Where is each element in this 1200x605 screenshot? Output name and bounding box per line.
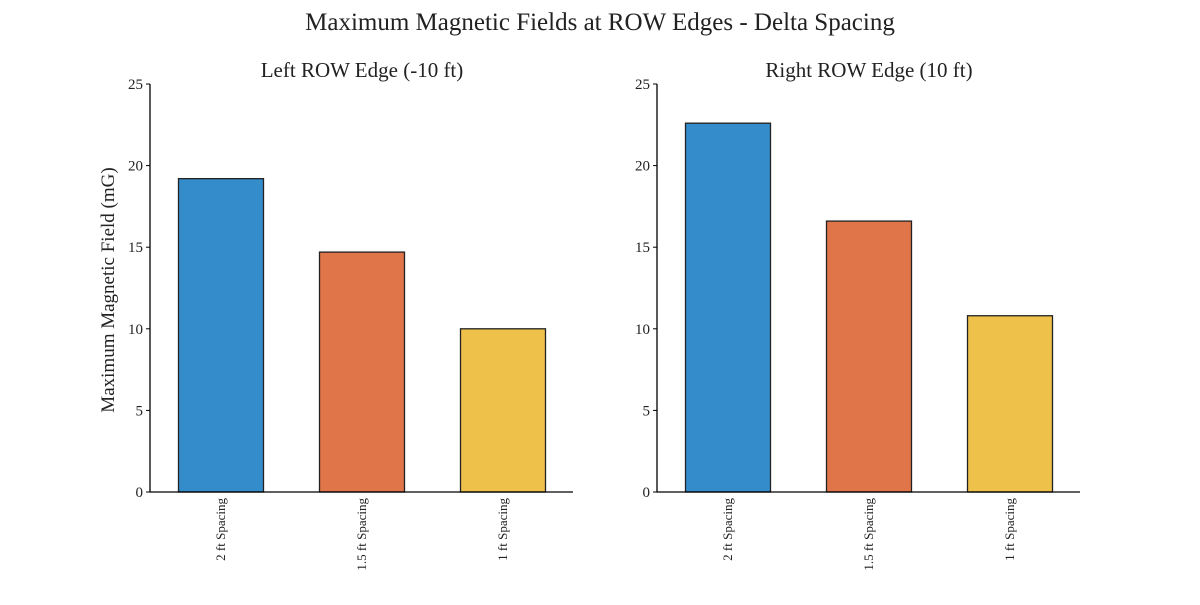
left-y-tick-label: 25	[128, 77, 143, 93]
left-y-tick-label: 0	[136, 485, 144, 501]
right-y-tick-label: 10	[635, 322, 650, 338]
chart-title: Maximum Magnetic Fields at ROW Edges - D…	[305, 9, 895, 36]
left-axes-spine	[149, 84, 573, 493]
right-panel: Right ROW Edge (10 ft) 2 ft Spacing 1.5 ft…	[635, 58, 1080, 571]
right-x-tick-label-1: 2 ft Spacing	[720, 498, 735, 561]
right-y-tick-label: 25	[635, 77, 650, 93]
left-panel: Left ROW Edge (-10 ft) Maximum Magnetic F…	[98, 58, 573, 571]
right-x-tick-label-2: 1.5 ft Spacing	[861, 498, 876, 571]
left-x-tick-label-3: 1 ft Spacing	[495, 498, 510, 561]
left-panel-title: Left ROW Edge (-10 ft)	[261, 58, 464, 82]
left-x-tick-label-2: 1.5 ft Spacing	[354, 498, 369, 571]
left-y-tick-label: 20	[128, 159, 143, 175]
right-bar-2	[825, 220, 913, 493]
left-bar-1	[177, 178, 265, 493]
right-y-tick-label: 5	[643, 403, 651, 419]
right-x-tick-label-3: 1 ft Spacing	[1002, 498, 1017, 561]
left-y-tick-label: 5	[136, 403, 144, 419]
left-y-tick-label: 15	[128, 240, 143, 256]
right-y-tick-label: 20	[635, 159, 650, 175]
left-bar-2	[318, 251, 406, 493]
left-x-tick-label-1: 2 ft Spacing	[213, 498, 228, 561]
left-bar-3	[459, 328, 547, 493]
right-panel-title: Right ROW Edge (10 ft)	[765, 58, 972, 82]
left-y-axis-label: Maximum Magnetic Field (mG)	[98, 167, 119, 412]
right-y-tick-label: 15	[635, 240, 650, 256]
right-bar-1	[684, 122, 772, 493]
right-axes-spine	[656, 84, 1080, 493]
right-y-tick-label: 0	[643, 485, 651, 501]
left-y-tick-label: 10	[128, 322, 143, 338]
right-bar-3	[966, 315, 1054, 493]
